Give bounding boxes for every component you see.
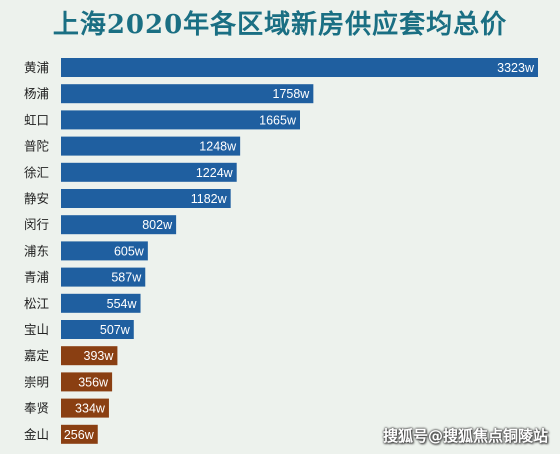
category-label: 普陀 xyxy=(24,139,49,154)
category-label: 黄浦 xyxy=(24,60,49,75)
value-label: 1758w xyxy=(273,87,311,101)
bar xyxy=(61,136,241,156)
bar xyxy=(61,162,237,182)
category-label: 徐汇 xyxy=(24,165,49,180)
category-label: 松江 xyxy=(24,296,49,311)
category-label: 宝山 xyxy=(24,322,49,337)
bar xyxy=(61,293,141,313)
category-label: 嘉定 xyxy=(24,348,49,363)
category-label: 杨浦 xyxy=(24,86,49,101)
bar xyxy=(61,320,134,339)
value-label: 1224w xyxy=(196,166,234,180)
category-label: 金山 xyxy=(24,427,49,442)
value-label: 587w xyxy=(111,271,142,285)
value-label: 1248w xyxy=(199,140,237,154)
value-label: 1182w xyxy=(191,192,228,206)
category-label: 浦东 xyxy=(24,243,49,258)
value-label: 1665w xyxy=(259,113,297,127)
value-label: 356w xyxy=(78,375,109,389)
bar xyxy=(61,241,148,261)
category-label: 虹口 xyxy=(24,112,49,127)
category-label: 静安 xyxy=(24,191,49,206)
value-label: 802w xyxy=(142,218,173,232)
value-label: 256w xyxy=(64,428,95,442)
watermark: 搜狐号@搜狐焦点铜陵站 xyxy=(382,427,548,445)
bar xyxy=(61,110,301,130)
value-label: 393w xyxy=(84,349,115,363)
value-label: 3323w xyxy=(497,61,535,75)
bar xyxy=(61,189,231,208)
bar xyxy=(61,372,113,392)
bar xyxy=(61,346,118,366)
category-label: 青浦 xyxy=(24,270,49,285)
bar xyxy=(61,398,109,418)
bar xyxy=(61,58,538,77)
chart-title: 上海2020年各区域新房供应套均总价 xyxy=(52,10,508,40)
category-label: 闵行 xyxy=(24,217,49,232)
value-label: 605w xyxy=(114,244,145,258)
value-label: 507w xyxy=(100,323,131,337)
value-label: 554w xyxy=(107,297,138,311)
bar xyxy=(61,424,98,444)
bar xyxy=(61,267,146,287)
bar xyxy=(61,84,314,104)
value-label: 334w xyxy=(75,402,106,416)
category-label: 崇明 xyxy=(24,374,49,389)
bar xyxy=(61,215,177,235)
category-label: 奉贤 xyxy=(24,401,49,416)
